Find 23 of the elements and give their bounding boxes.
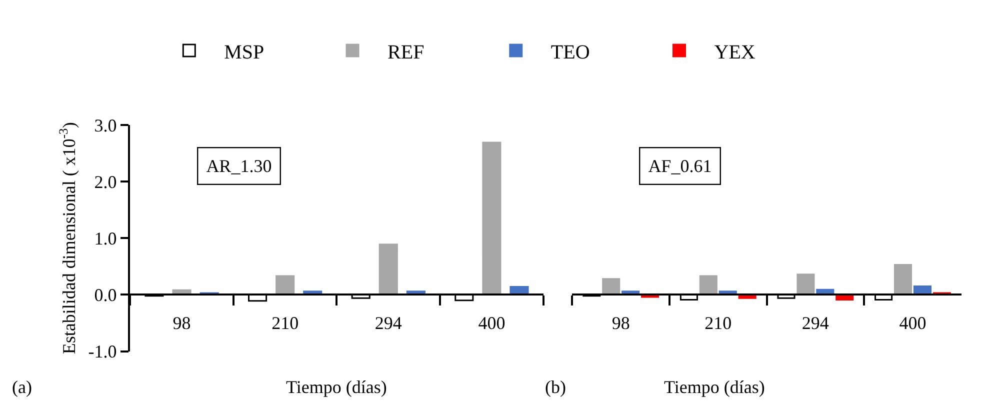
- annotation: AF_0.61: [648, 156, 712, 176]
- x-tick-label: 210: [704, 313, 732, 334]
- x-tick-label: 98: [172, 313, 191, 334]
- text: (a): [12, 377, 32, 397]
- annotation: AR_1.30: [206, 156, 272, 176]
- x-axis-title: Tiempo (días): [286, 377, 387, 397]
- y-tick-label: 2.0: [94, 172, 117, 192]
- text: (b): [545, 377, 566, 397]
- x-tick-label: 294: [802, 313, 829, 334]
- x-axis-title: Tiempo (días): [664, 377, 765, 397]
- y-tick-label: -1.0: [88, 342, 117, 362]
- legend-label: MSP: [224, 41, 264, 64]
- legend-label: TEO: [550, 41, 590, 64]
- x-tick-label: 400: [478, 313, 506, 334]
- legend-label: REF: [388, 41, 424, 64]
- y-tick-label: 3.0: [94, 115, 117, 136]
- y-tick-label: 1.0: [94, 228, 117, 248]
- x-tick-label: 400: [899, 313, 926, 334]
- x-tick-label: 210: [272, 313, 299, 334]
- x-tick-label: 98: [612, 313, 630, 334]
- legend-label: YEX: [714, 41, 756, 64]
- x-tick-label: 294: [374, 313, 402, 334]
- y-tick-label: 0.0: [94, 285, 117, 306]
